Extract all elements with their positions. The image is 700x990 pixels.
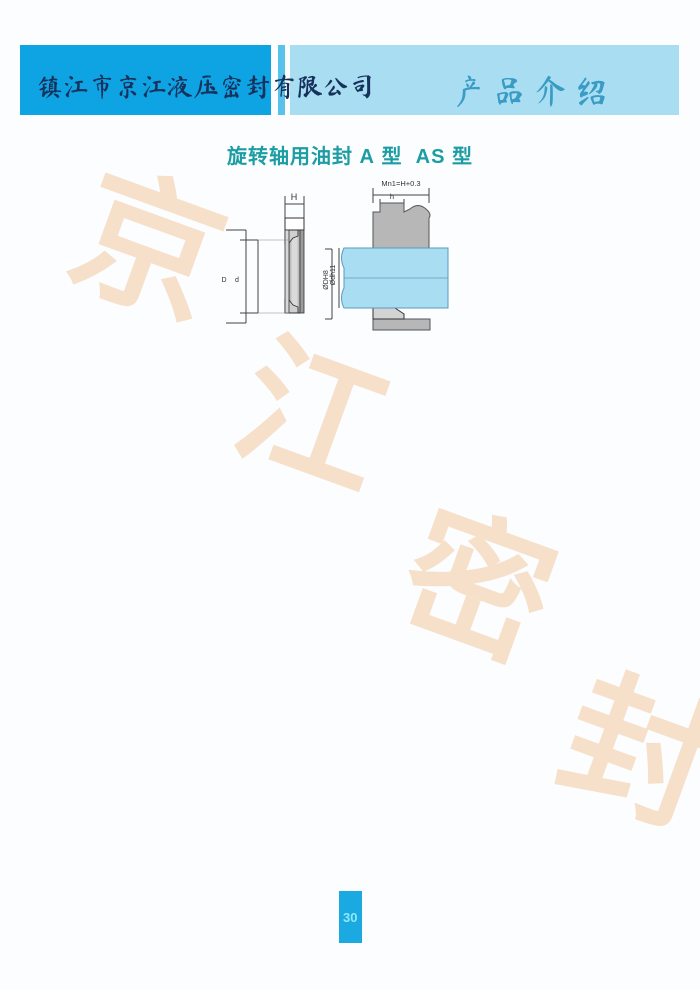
svg-text:h: h: [390, 192, 394, 201]
svg-text:Ødh11: Ødh11: [330, 265, 337, 286]
svg-text:d: d: [235, 277, 239, 284]
svg-text:H: H: [291, 192, 298, 202]
svg-text:ØDH8: ØDH8: [323, 270, 330, 290]
svg-text:Mn1=H+0.3: Mn1=H+0.3: [381, 179, 420, 188]
svg-text:D: D: [221, 277, 226, 284]
